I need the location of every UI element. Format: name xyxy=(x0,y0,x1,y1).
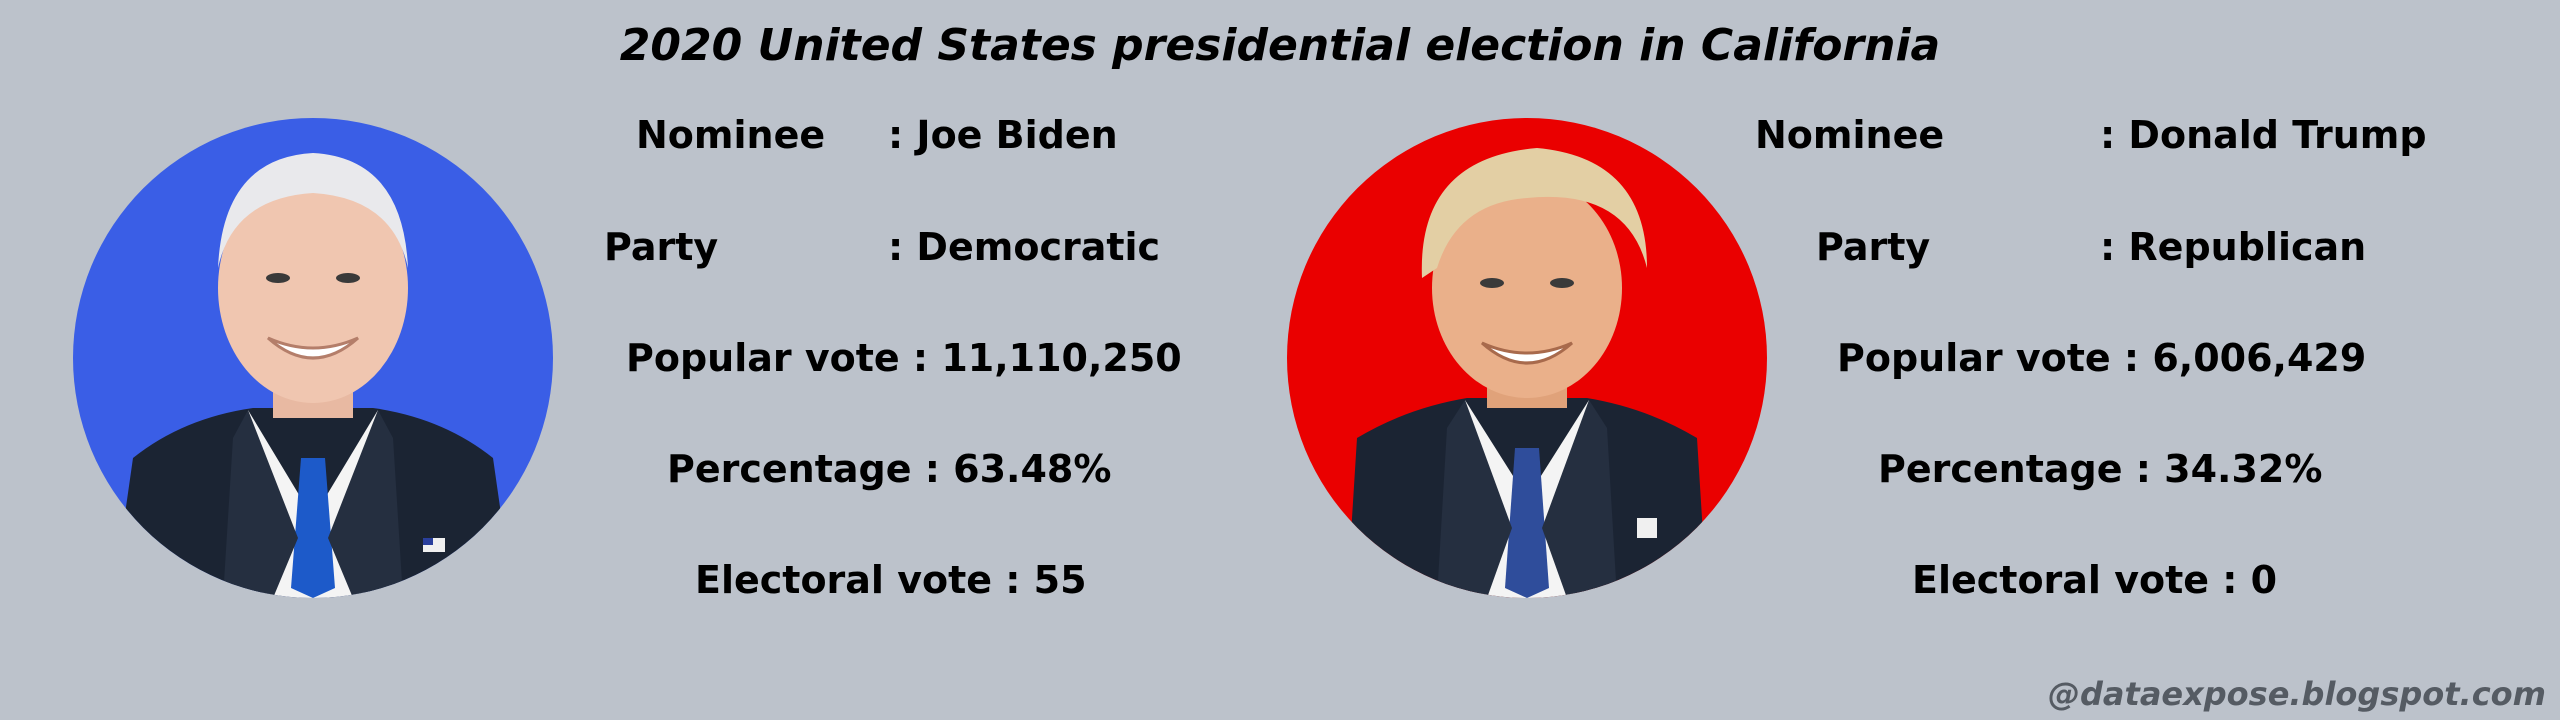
republican-nominee-label: Nominee xyxy=(1755,113,1945,157)
democratic-electoral-vote: Electoral vote : 55 xyxy=(695,558,1087,602)
republican-popular-vote: Popular vote : 6,006,429 xyxy=(1837,336,2367,380)
page-title: 2020 United States presidential election… xyxy=(619,20,1941,71)
democratic-party-value: : Democratic xyxy=(888,225,1161,269)
candidate-portrait-republican xyxy=(1287,118,1767,598)
republican-nominee-value: : Donald Trump xyxy=(2100,113,2427,157)
democratic-party-label: Party xyxy=(604,225,719,269)
republican-party-label: Party xyxy=(1816,225,1931,269)
democratic-popular-vote: Popular vote : 11,110,250 xyxy=(626,336,1182,380)
republican-percentage: Percentage : 34.32% xyxy=(1878,447,2323,491)
source-watermark: @dataexpose.blogspot.com xyxy=(2048,675,2546,713)
republican-electoral-vote: Electoral vote : 0 xyxy=(1912,558,2278,602)
democratic-nominee-label: Nominee xyxy=(636,113,826,157)
democratic-percentage: Percentage : 63.48% xyxy=(667,447,1112,491)
democratic-nominee-value: : Joe Biden xyxy=(888,113,1118,157)
republican-party-value: : Republican xyxy=(2100,225,2367,269)
candidate-portrait-democratic xyxy=(73,118,553,598)
